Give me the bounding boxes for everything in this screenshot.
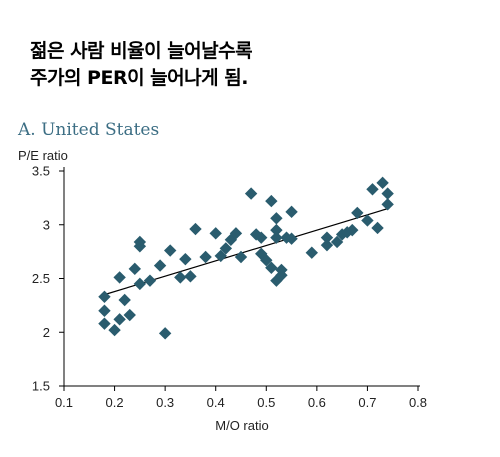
data-point bbox=[351, 206, 364, 220]
x-tick-label: 0.3 bbox=[156, 395, 174, 410]
data-point bbox=[265, 261, 278, 274]
y-axis-label: P/E ratio bbox=[18, 148, 68, 163]
data-point bbox=[219, 242, 233, 255]
data-point bbox=[153, 259, 167, 272]
y-tick-label: 2 bbox=[43, 325, 50, 340]
x-tick-label: 0.8 bbox=[409, 395, 427, 410]
data-point bbox=[255, 231, 268, 244]
data-point bbox=[346, 223, 359, 237]
data-point bbox=[118, 293, 131, 307]
x-tick-label: 0.6 bbox=[308, 395, 326, 410]
data-point bbox=[285, 205, 298, 219]
data-point bbox=[113, 313, 126, 326]
data-point bbox=[376, 176, 389, 190]
data-point bbox=[158, 327, 172, 340]
data-point bbox=[229, 227, 243, 240]
data-point bbox=[98, 317, 111, 330]
y-tick-label: 2.5 bbox=[32, 271, 50, 286]
data-point bbox=[174, 271, 187, 284]
data-point bbox=[133, 277, 147, 291]
data-point bbox=[214, 249, 227, 263]
data-point bbox=[361, 214, 374, 227]
data-point bbox=[234, 250, 248, 264]
data-point bbox=[108, 323, 121, 337]
x-tick-label: 0.7 bbox=[358, 395, 376, 410]
data-point bbox=[179, 252, 192, 266]
data-point bbox=[209, 227, 222, 240]
y-tick-label: 1.5 bbox=[32, 379, 50, 394]
y-tick-label: 3.5 bbox=[32, 164, 50, 179]
data-point bbox=[123, 308, 136, 322]
x-tick-label: 0.1 bbox=[55, 395, 73, 410]
data-point bbox=[98, 304, 111, 317]
data-point bbox=[270, 223, 283, 237]
data-point bbox=[98, 290, 111, 303]
data-point bbox=[330, 235, 344, 249]
data-point bbox=[184, 270, 197, 283]
data-point bbox=[164, 244, 177, 257]
data-point bbox=[275, 263, 288, 277]
chart-axes: 1.5 2 2.5 3 3.5 0.1 0.2 0.3 0.4 0.5 0.6 0.7 0.8 bbox=[32, 164, 427, 411]
data-point bbox=[133, 235, 147, 249]
data-point bbox=[128, 262, 141, 276]
x-tick-label: 0.2 bbox=[106, 395, 124, 410]
headline-line-1: 젊은 사람 비율이 늘어날수록 bbox=[30, 40, 253, 62]
data-point bbox=[305, 246, 318, 259]
data-points bbox=[98, 176, 394, 340]
x-tick-label: 0.5 bbox=[257, 395, 275, 410]
data-point bbox=[320, 231, 334, 244]
chart-title: A. United States bbox=[18, 120, 160, 140]
headline-line-2: 주가의 PER이 늘어나게 됨. bbox=[30, 67, 248, 89]
data-point bbox=[381, 198, 394, 211]
data-point bbox=[113, 271, 126, 284]
data-point bbox=[270, 231, 283, 244]
data-point bbox=[265, 194, 278, 208]
headline: 젊은 사람 비율이 늘어날수록 주가의 PER이 늘어나게 됨. bbox=[30, 38, 253, 92]
data-point bbox=[143, 274, 157, 287]
data-point bbox=[381, 187, 394, 200]
data-point bbox=[285, 232, 298, 245]
y-tick-label: 3 bbox=[43, 217, 50, 232]
data-point bbox=[199, 250, 212, 264]
data-point bbox=[189, 222, 202, 236]
x-tick-label: 0.4 bbox=[207, 395, 225, 410]
data-point bbox=[366, 183, 379, 196]
x-axis-label: M/O ratio bbox=[215, 418, 268, 433]
data-point bbox=[260, 254, 273, 267]
data-point bbox=[244, 187, 258, 200]
data-point bbox=[320, 238, 334, 252]
data-point bbox=[371, 221, 384, 235]
data-point bbox=[270, 212, 283, 225]
